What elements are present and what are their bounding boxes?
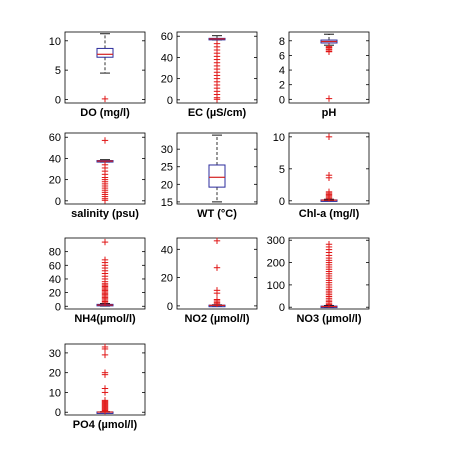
y-tick-label: 10 <box>49 36 61 48</box>
iqr-box <box>96 47 114 58</box>
subplot-9: 0 100 200 300 NO3 (µmol/l) <box>267 235 370 325</box>
x-axis-label: WT (°C) <box>197 208 237 220</box>
y-tick-label: 20 <box>161 74 173 86</box>
subplot-1: 0 5 10 DO (mg/l) <box>49 31 146 119</box>
y-tick-label: 8 <box>279 36 285 48</box>
y-tick-label: 0 <box>55 407 61 419</box>
y-tick-label: 20 <box>49 175 61 187</box>
outlier-marker <box>101 137 109 144</box>
y-tick-label: 2 <box>279 80 285 92</box>
y-tick-label: 0 <box>55 301 61 313</box>
x-axis-label: NO3 (µmol/l) <box>296 313 361 325</box>
outlier-marker <box>101 161 109 168</box>
axes-frame <box>64 132 146 205</box>
axes-frame <box>288 237 370 310</box>
axes-frame <box>288 31 370 104</box>
subplot-10: 0 10 20 30 PO4 (µmol/l) <box>49 343 146 431</box>
subplot-6: 0 5 10 Chl-a (mg/l) <box>273 132 370 220</box>
y-tick-label: 0 <box>167 95 173 107</box>
x-axis-label: pH <box>322 107 337 119</box>
y-tick-label: 40 <box>161 244 173 256</box>
outlier-marker <box>325 172 333 179</box>
outlier-marker <box>325 133 333 141</box>
outlier-marker <box>213 264 221 271</box>
y-tick-label: 60 <box>49 132 61 144</box>
outlier-marker <box>101 397 109 404</box>
x-axis-label: EC (µS/cm) <box>188 107 247 119</box>
subplot-3: 0 2 4 6 8 pH <box>279 31 370 119</box>
y-tick-label: 300 <box>267 235 285 247</box>
subplot-8: 0 20 40 NO2 (µmol/l) <box>161 237 258 325</box>
x-axis-label: Chl-a (mg/l) <box>299 208 360 220</box>
subplot-2: 0 20 40 60 EC (µS/cm) <box>161 31 258 119</box>
y-tick-label: 10 <box>273 132 285 144</box>
subplot-4: 0 20 40 60 salinity (psu) <box>49 132 146 220</box>
y-tick-label: 0 <box>55 94 61 106</box>
axes-frame <box>176 132 258 205</box>
y-tick-label: 20 <box>49 288 61 300</box>
y-tick-label: 20 <box>161 179 173 191</box>
y-tick-label: 40 <box>161 52 173 64</box>
y-tick-label: 30 <box>161 144 173 156</box>
x-axis-label: NO2 (µmol/l) <box>184 313 249 325</box>
y-tick-label: 15 <box>161 197 173 209</box>
y-tick-label: 40 <box>49 153 61 165</box>
y-tick-label: 5 <box>279 164 285 176</box>
y-tick-label: 4 <box>279 65 285 77</box>
y-tick-label: 100 <box>267 280 285 292</box>
outlier-marker <box>325 241 333 248</box>
axes-frame <box>64 31 146 104</box>
x-axis-label: PO4 (µmol/l) <box>73 419 138 431</box>
y-tick-label: 0 <box>55 196 61 208</box>
outlier-marker <box>213 287 221 294</box>
y-tick-label: 40 <box>49 274 61 286</box>
y-tick-label: 10 <box>49 387 61 399</box>
outlier-marker <box>325 188 333 196</box>
outlier-marker <box>213 40 221 47</box>
y-tick-label: 6 <box>279 50 285 62</box>
y-tick-label: 25 <box>161 162 173 174</box>
y-tick-label: 0 <box>167 301 173 313</box>
axes-frame <box>64 237 146 310</box>
iqr-box <box>208 164 226 188</box>
y-tick-label: 20 <box>161 273 173 285</box>
y-tick-label: 60 <box>161 31 173 43</box>
x-axis-label: DO (mg/l) <box>80 107 130 119</box>
outlier-marker <box>101 343 109 351</box>
y-tick-label: 30 <box>49 348 61 360</box>
y-tick-label: 0 <box>279 94 285 106</box>
axes-frame <box>176 31 258 104</box>
outlier-marker <box>325 43 333 50</box>
subplot-5: 15 20 25 30 WT (°C) <box>161 132 258 220</box>
y-tick-label: 80 <box>49 247 61 259</box>
outlier-marker <box>101 385 109 392</box>
y-tick-label: 60 <box>49 260 61 272</box>
outlier-marker <box>101 351 109 359</box>
outlier-marker <box>101 95 109 103</box>
outlier-marker <box>101 256 109 264</box>
outlier-marker <box>213 237 221 245</box>
outlier-marker <box>325 95 333 102</box>
outlier-marker <box>213 296 221 303</box>
outlier-marker <box>101 369 109 376</box>
y-tick-label: 200 <box>267 258 285 270</box>
y-tick-label: 5 <box>55 65 61 77</box>
y-tick-label: 20 <box>49 368 61 380</box>
y-tick-label: 0 <box>279 302 285 314</box>
y-tick-label: 0 <box>279 196 285 208</box>
x-axis-label: NH4(µmol/l) <box>74 313 136 325</box>
x-axis-label: salinity (psu) <box>71 208 139 220</box>
outlier-marker <box>101 238 109 246</box>
